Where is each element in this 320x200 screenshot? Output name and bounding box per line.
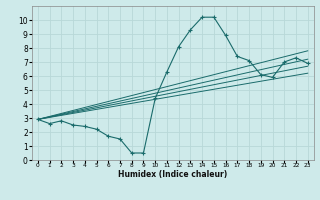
X-axis label: Humidex (Indice chaleur): Humidex (Indice chaleur) [118, 170, 228, 179]
